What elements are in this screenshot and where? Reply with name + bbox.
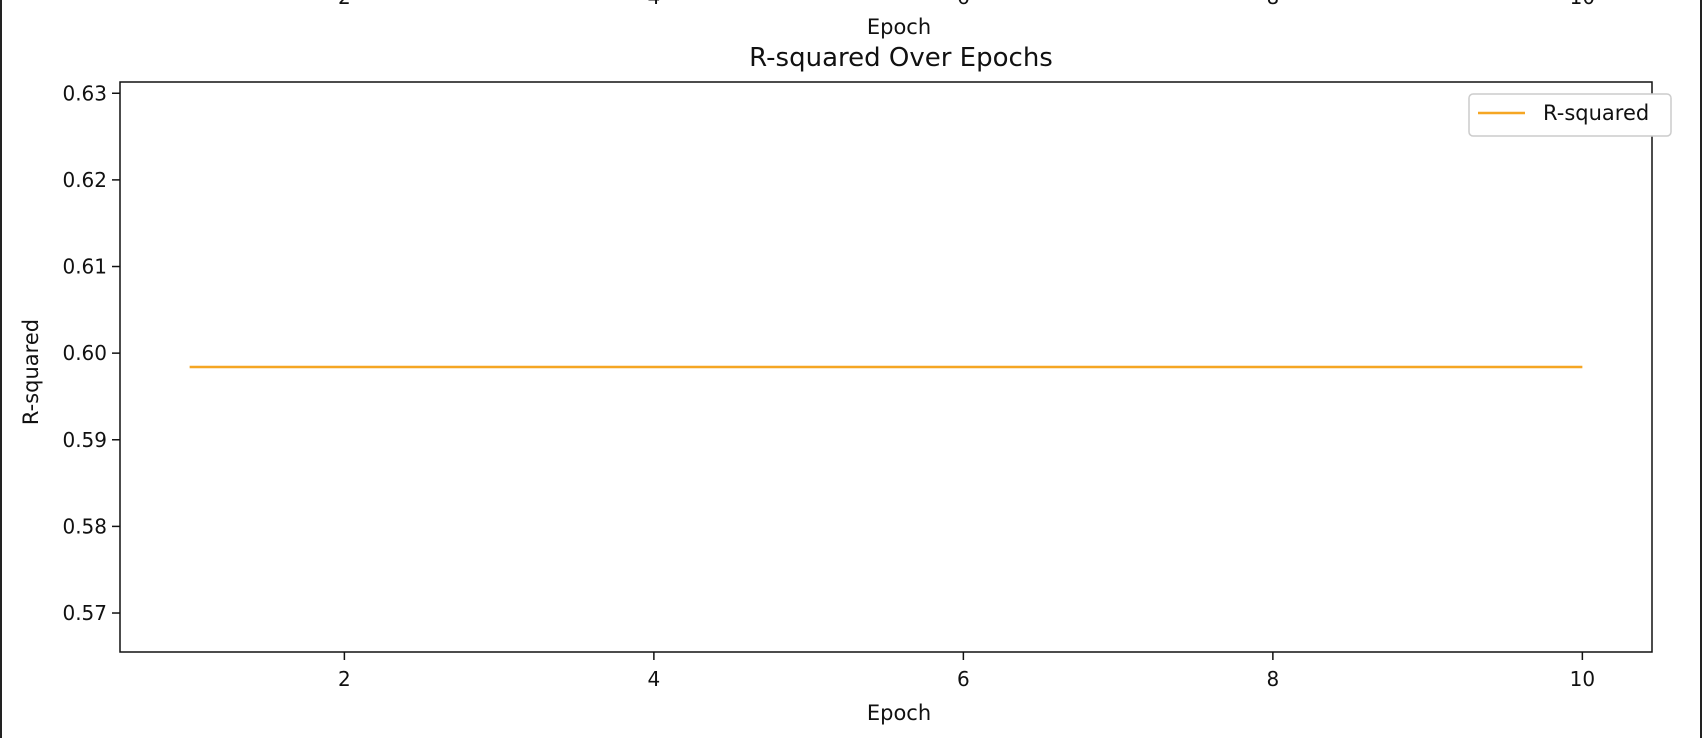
legend: R-squared (1468, 93, 1672, 137)
previous-chart-remnant: 2 4 6 8 10 Epoch (338, 0, 1595, 39)
y-tick-label: 0.57 (62, 601, 107, 625)
y-tick-label: 0.63 (62, 81, 107, 105)
previous-chart-tick-label: 8 (1267, 0, 1280, 9)
x-tick-label: 6 (957, 667, 970, 691)
chart-title: R-squared Over Epochs (749, 43, 1053, 73)
x-axis-ticks: 2 4 6 8 10 (338, 652, 1595, 691)
legend-label-r-squared: R-squared (1543, 101, 1649, 125)
y-tick-label: 0.59 (62, 428, 107, 452)
previous-chart-tick-labels: 2 4 6 8 10 (338, 0, 1595, 9)
y-axis-ticks: 0.57 0.58 0.59 0.60 0.61 0.62 0.63 (62, 81, 120, 625)
previous-chart-xlabel: Epoch (867, 15, 931, 39)
previous-chart-tick-label: 2 (338, 0, 351, 9)
y-tick-label: 0.62 (62, 168, 107, 192)
x-axis-label: Epoch (867, 701, 931, 725)
x-tick-label: 10 (1570, 667, 1595, 691)
x-tick-label: 4 (648, 667, 661, 691)
previous-chart-tick-label: 6 (957, 0, 970, 9)
legend-box (1468, 93, 1672, 137)
plot-frame (119, 81, 1653, 653)
y-axis-label: R-squared (19, 319, 43, 425)
previous-chart-tick-label: 4 (648, 0, 661, 9)
previous-chart-tick-label: 10 (1570, 0, 1595, 9)
y-tick-label: 0.61 (62, 255, 107, 279)
y-tick-label: 0.58 (62, 514, 107, 538)
y-tick-label: 0.60 (62, 341, 107, 365)
x-tick-label: 8 (1267, 667, 1280, 691)
x-tick-label: 2 (338, 667, 351, 691)
